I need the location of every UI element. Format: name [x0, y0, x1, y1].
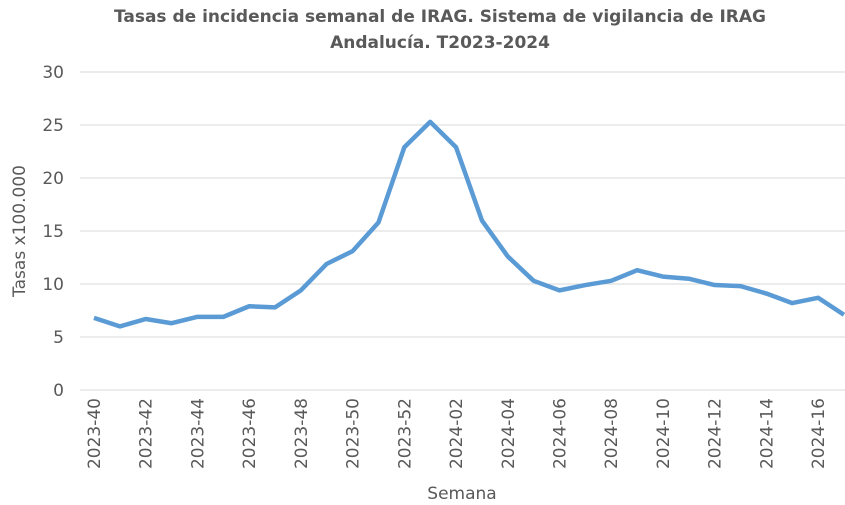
y-tick-label: 20 [42, 169, 64, 189]
x-axis-label: Semana [427, 484, 496, 504]
y-axis-label: Tasas x100.000 [10, 165, 30, 298]
x-tick-label: 2023-46 [240, 398, 260, 469]
y-tick-label: 30 [42, 63, 64, 83]
chart-title: Andalucía. T2023-2024 [330, 33, 550, 53]
x-tick-label: 2024-14 [757, 398, 777, 469]
x-tick-label: 2024-02 [447, 398, 467, 469]
y-tick-label: 5 [53, 328, 64, 348]
x-tick-label: 2023-48 [292, 398, 312, 469]
data-line [93, 119, 845, 329]
x-tick-label: 2024-10 [654, 398, 674, 469]
x-tick-label: 2024-06 [550, 398, 570, 469]
x-tick-label: 2024-04 [499, 398, 519, 469]
chart-title: Tasas de incidencia semanal de IRAG. Sis… [114, 7, 766, 27]
x-tick-label: 2023-40 [85, 398, 105, 469]
x-tick-label: 2024-16 [809, 398, 829, 469]
x-tick-label: 2023-50 [344, 398, 364, 469]
y-tick-label: 25 [42, 116, 64, 136]
x-tick-label: 2024-08 [602, 398, 622, 469]
x-tick-label: 2023-52 [395, 398, 415, 469]
x-tick-label: 2023-44 [188, 398, 208, 469]
y-tick-label: 10 [42, 275, 64, 295]
x-tick-label: 2024-12 [706, 398, 726, 469]
y-tick-label: 0 [53, 381, 64, 401]
x-tick-label: 2023-42 [137, 398, 157, 469]
y-tick-label: 15 [42, 222, 64, 242]
